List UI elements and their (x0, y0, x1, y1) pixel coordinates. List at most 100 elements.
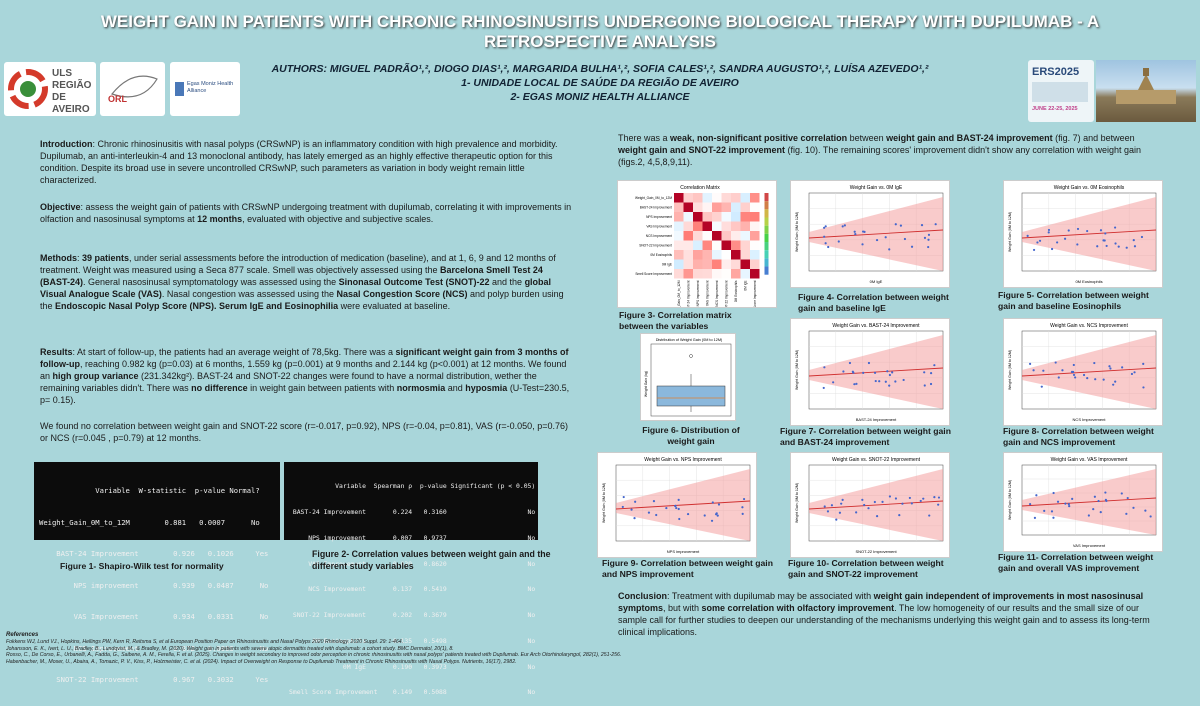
results-b5: hyposmia (465, 383, 508, 393)
objective-label: Objective (40, 202, 81, 212)
scatter-point (894, 223, 897, 226)
scatter-point (1042, 369, 1045, 372)
scatter-point (937, 503, 940, 506)
scatter-point (881, 500, 884, 503)
heatmap-row-label: NCS Improvement (646, 234, 672, 238)
heatmap-cell (721, 202, 731, 212)
conclusion-t3: . The low homogeneity of our results and… (618, 603, 1150, 637)
results-t5: and (445, 383, 466, 393)
results-label: Results (40, 347, 73, 357)
regression-line (1021, 229, 1157, 239)
scatter-point (1050, 510, 1054, 513)
conclusion-b1: weight gain independent of improvements … (618, 591, 1144, 613)
heatmap-cell (731, 193, 741, 203)
scatter-point (1056, 241, 1059, 244)
heatmap-col-label: VAS Improvement (706, 280, 710, 306)
methods-b5: Nasal Congestion Score (NCS) (336, 289, 468, 299)
scatter-point (717, 503, 721, 506)
scatter-point (1133, 371, 1136, 374)
scatter-point (665, 506, 668, 510)
figure-10-caption: Figure 10- Correlation between weight ga… (788, 558, 944, 579)
scatter-point (1144, 509, 1147, 512)
scatter-point (1105, 244, 1108, 248)
scatter-plot: Weight Gain vs. 0M IgE 0M IgE Weight Gain … (795, 185, 944, 284)
heatmap-cell (750, 193, 760, 203)
scatter-point (674, 504, 677, 508)
heatmap-cell (721, 250, 731, 260)
reference-item: Rosso, C., De Corso, E., Urbanelli, A., … (6, 652, 622, 659)
intro-text: : Chronic rhinosinusitis with nasal poly… (40, 139, 558, 185)
scatter-point (898, 513, 901, 517)
heatmap-cell (702, 221, 712, 231)
scatter-point (1132, 239, 1135, 242)
scatter-title: Weight Gain vs. SNOT-22 Improvement (832, 457, 921, 463)
scatter-point (1047, 228, 1051, 232)
heatmap-col-label: NPS improvement (696, 280, 700, 306)
heatmap-cell (683, 240, 693, 250)
scatter-point (675, 506, 678, 510)
figure-6-caption: Figure 6- Distribution of weight gain (642, 425, 740, 446)
heatmap-cell (702, 269, 712, 279)
heatmap-colorbar (764, 193, 769, 202)
scatter-point (854, 232, 857, 236)
figure-8-scatter: Weight Gain vs. NCS Improvement NCS Impro… (1003, 318, 1163, 426)
uls-emblem-icon (8, 69, 48, 109)
scatter-point (878, 380, 881, 383)
shapiro-row: NCS Improvement 0.872 0.0006 No (39, 643, 269, 653)
heatmap-cell (740, 221, 750, 231)
heatmap-cell (750, 259, 760, 269)
reference-item: Habenbacher, M., Moser, U., Abaira, A., … (6, 659, 517, 666)
heatmap-cell (740, 259, 750, 269)
boxplot: Distribution of Weight Gain (0M to 12M) … (644, 338, 732, 417)
scatter-point (1033, 516, 1037, 519)
heatmap-cell (693, 259, 703, 269)
right-intro-b2: weight gain and BAST-24 improvement (886, 133, 1053, 143)
scatter-point (1029, 503, 1032, 506)
shapiro-row: NPS improvement 0.939 0.0487 No (39, 580, 269, 590)
scatter-point (652, 499, 656, 503)
references-heading: References (6, 632, 39, 638)
heatmap-cell (750, 250, 760, 260)
heatmap-cell (712, 259, 722, 269)
heatmap-cell (731, 269, 741, 279)
scatter-point (1092, 508, 1095, 511)
spearman-header: Variable Spearman ρ p-value Significant … (289, 482, 536, 491)
heatmap-cell (683, 221, 693, 231)
regression-line (808, 500, 944, 510)
scatter-point (826, 510, 830, 513)
methods-t7: were evaluated at baseline. (338, 301, 451, 311)
scatter-point (927, 233, 931, 236)
scatter-point (841, 225, 844, 228)
scatter-point (908, 496, 911, 500)
heatmap-cell (702, 231, 712, 241)
heatmap-colorbar (764, 225, 769, 234)
heatmap-row-label: VAS Improvement (646, 225, 672, 229)
figure-4-scatter: Weight Gain vs. 0M IgE 0M IgE Weight Gain … (790, 180, 950, 288)
spearman-row: 0M Eosinophils 0.135 0.5498 No (289, 636, 536, 645)
shapiro-header: Variable W-statistic p-value Normal? (39, 486, 260, 495)
figure-10-scatter: Weight Gain vs. SNOT-22 Improvement SNOT-… (790, 452, 950, 558)
scatter-point (715, 512, 718, 515)
figure-3-correlation-matrix: Correlation Matrix Weight_Gain_0M_to_12M… (617, 180, 777, 317)
heatmap-cell (674, 221, 684, 231)
scatter-point (822, 386, 825, 390)
scatter-point (861, 243, 864, 246)
heatmap-cell (683, 231, 693, 241)
scatter-xlabel: 0M Eosinophils (1075, 279, 1102, 284)
scatter-point (894, 380, 897, 383)
heatmap-cell (731, 212, 741, 222)
scatter-point (1047, 231, 1050, 234)
right-intro-t4: (fig. 10). The remaining scores' improve… (618, 145, 1141, 167)
heatmap-cell (750, 269, 760, 279)
heatmap-colorbar (764, 258, 769, 267)
orl-emblem-icon (110, 75, 158, 98)
heatmap-colorbar (764, 217, 769, 226)
heatmap-col-label: NCS Improvement (715, 280, 719, 306)
scatter-point (884, 236, 887, 239)
scatter-point (716, 514, 719, 517)
figure-11-caption: Figure 11- Correlation between weight ga… (998, 552, 1154, 573)
scatter-title: Weight Gain vs. BAST-24 Improvement (832, 323, 920, 329)
heatmap-cell (702, 193, 712, 203)
figure-2-caption: Figure 2- Correlation values between wei… (312, 549, 551, 571)
scatter-point (1093, 361, 1096, 365)
